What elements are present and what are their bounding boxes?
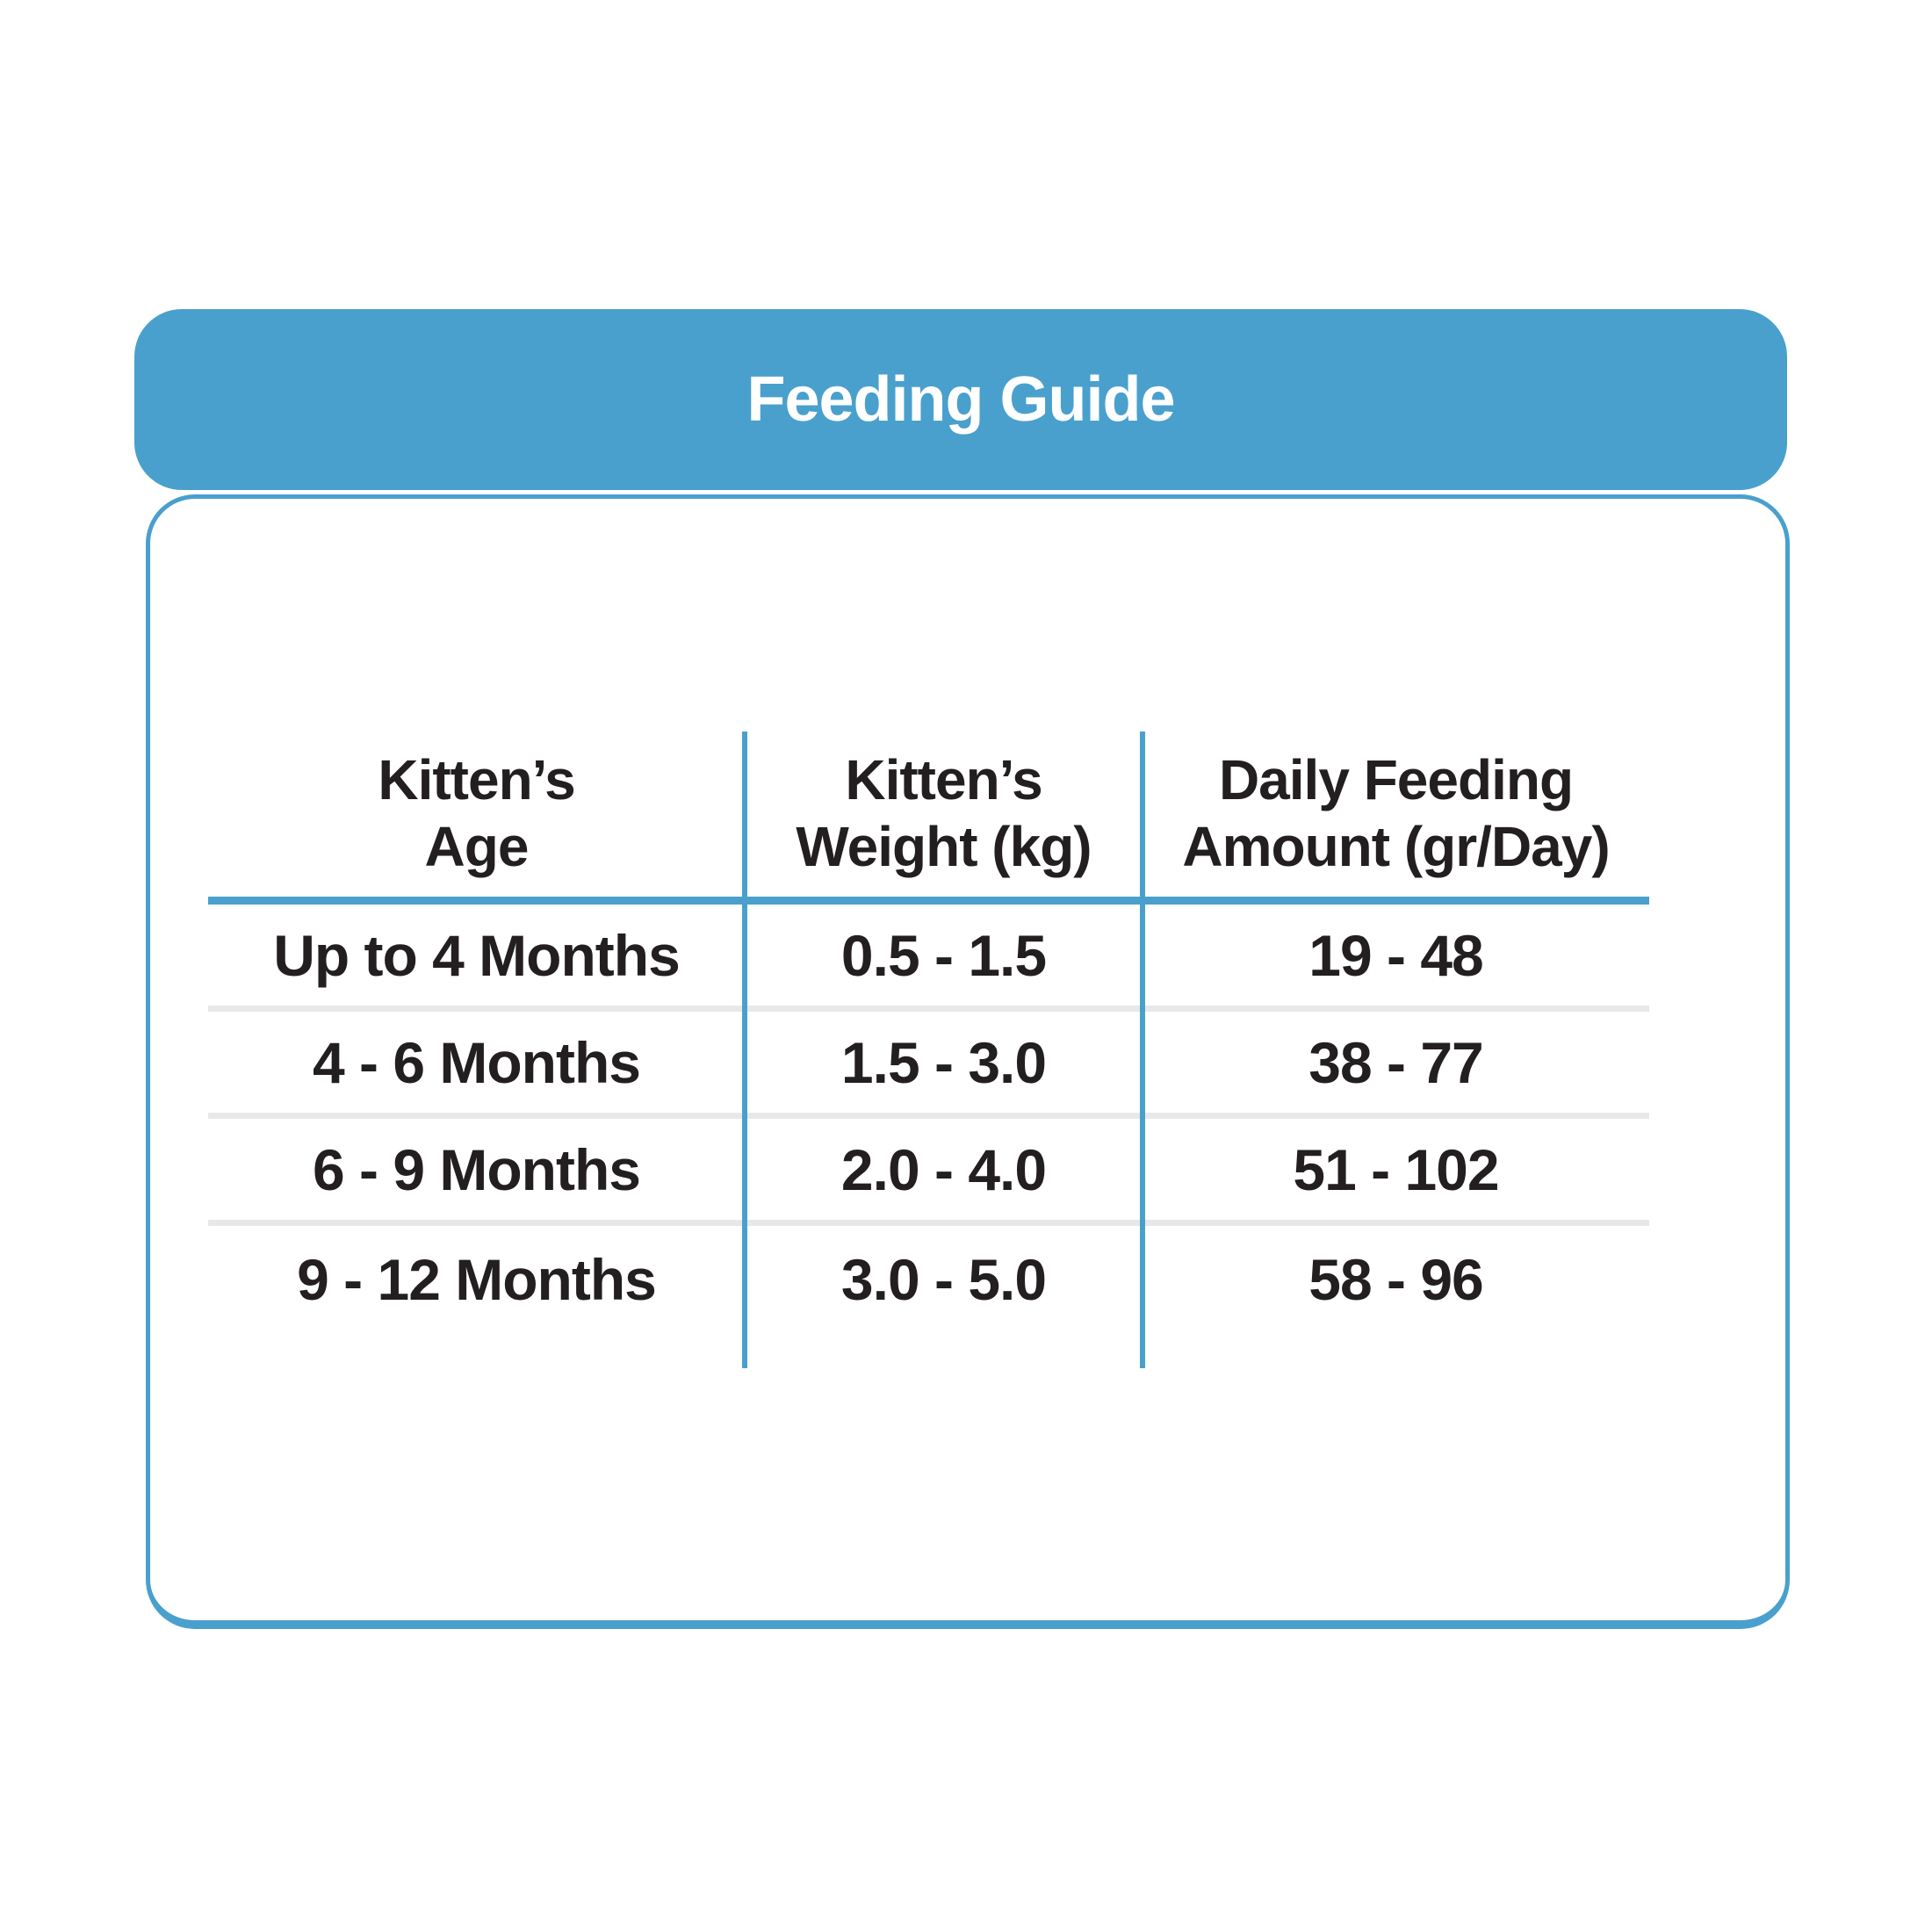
panel-title: Feeding Guide [746, 364, 1175, 435]
cell-amount: 38 - 77 [1308, 1029, 1483, 1095]
cell-age: Up to 4 Months [273, 922, 681, 988]
column-header-amount-line1: Daily Feeding [1218, 748, 1574, 812]
cell-amount: 51 - 102 [1293, 1136, 1499, 1202]
cell-weight: 0.5 - 1.5 [840, 922, 1047, 988]
column-header-weight: Kitten’s Weight (kg) [745, 747, 1143, 880]
cell-weight: 1.5 - 3.0 [840, 1029, 1047, 1095]
column-divider-2 [1140, 732, 1145, 1368]
table-row: 6 - 9 Months 2.0 - 4.0 51 - 102 [208, 1119, 1649, 1226]
cell-age: 6 - 9 Months [312, 1136, 641, 1202]
column-header-weight-line1: Kitten’s [845, 748, 1042, 812]
cell-amount: 19 - 48 [1308, 922, 1483, 988]
cell-age: 4 - 6 Months [312, 1029, 641, 1095]
panel-body-card [146, 494, 1790, 1629]
column-header-age-line1: Kitten’s [378, 748, 575, 812]
cell-amount: 58 - 96 [1308, 1247, 1483, 1312]
cell-weight: 2.0 - 4.0 [840, 1136, 1047, 1202]
column-header-age-line2: Age [424, 815, 530, 878]
column-header-amount-line2: Amount (gr/Day) [1182, 815, 1610, 878]
table-body: Up to 4 Months 0.5 - 1.5 19 - 48 4 - 6 M… [208, 905, 1649, 1333]
column-header-age: Kitten’s Age [208, 747, 745, 880]
header-underline-rule [208, 897, 1649, 905]
cell-weight: 3.0 - 5.0 [840, 1247, 1047, 1312]
table-row: 9 - 12 Months 3.0 - 5.0 58 - 96 [208, 1226, 1649, 1333]
cell-age: 9 - 12 Months [297, 1247, 657, 1312]
table-header-row: Kitten’s Age Kitten’s Weight (kg) Daily … [208, 732, 1649, 897]
table-row: Up to 4 Months 0.5 - 1.5 19 - 48 [208, 905, 1649, 1012]
column-header-weight-line2: Weight (kg) [796, 815, 1092, 878]
column-divider-1 [742, 732, 747, 1368]
panel-header: Feeding Guide [134, 309, 1787, 490]
column-header-amount: Daily Feeding Amount (gr/Day) [1143, 747, 1649, 880]
feeding-table: Kitten’s Age Kitten’s Weight (kg) Daily … [208, 732, 1649, 1368]
table-row: 4 - 6 Months 1.5 - 3.0 38 - 77 [208, 1012, 1649, 1119]
